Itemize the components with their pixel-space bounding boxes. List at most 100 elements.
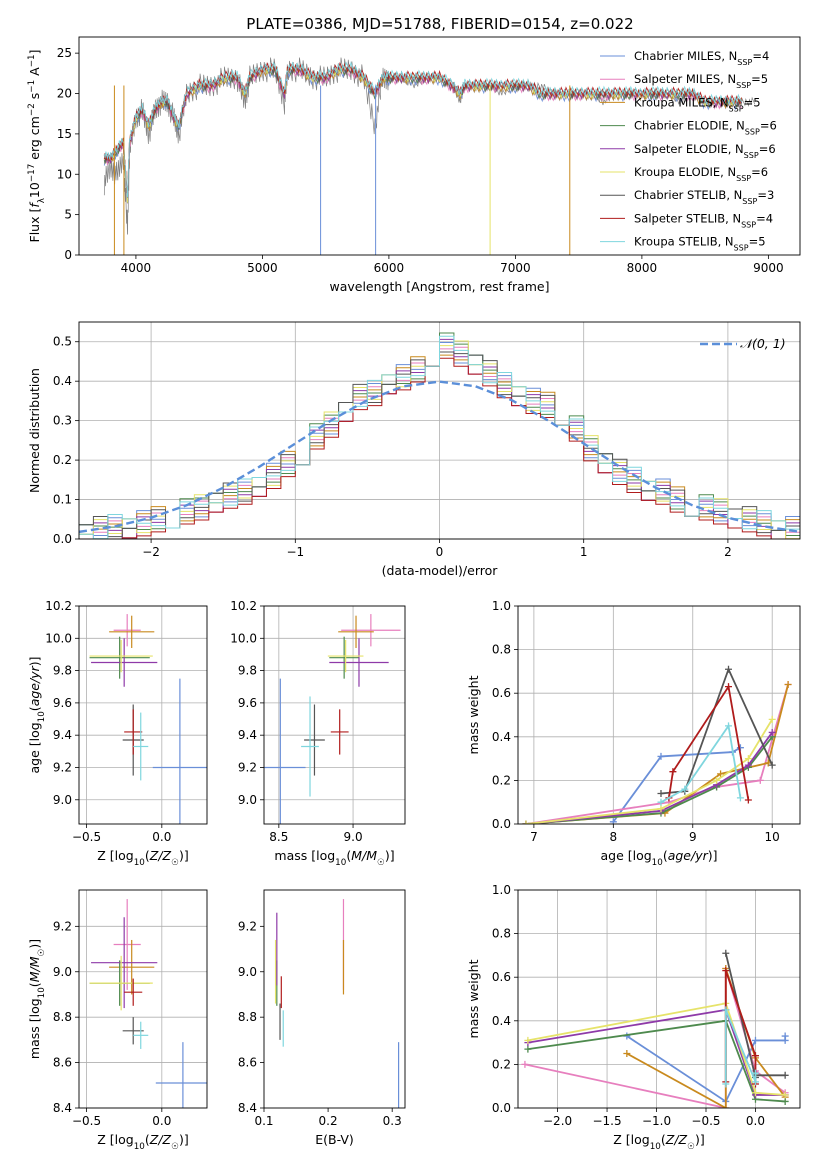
axes-frame [517, 889, 801, 1109]
weight-marker [781, 1091, 789, 1099]
weight-marker [717, 770, 725, 778]
weight-marker [722, 1104, 730, 1108]
y-tick-label: 9.6 [238, 696, 257, 710]
x-tick-label: −1.0 [642, 1114, 671, 1128]
x-axis-label: E(B-V) [315, 1132, 354, 1147]
x-tick-label: 2 [724, 545, 732, 559]
mass-weight-vs-age-plot [522, 665, 792, 824]
mass-vs-Z-panel: −0.5 0.0 8.4 8.6 8.8 9.0 9.2 Z [log10(Z/Z☉)] mas… [27, 889, 208, 1152]
weight-marker [751, 1078, 759, 1086]
residuals-panel: −2 −1 0 1 2 0.0 0.1 0.2 0.3 0.4 0.5 (data-model)/er… [27, 321, 801, 578]
residual-histogram [79, 335, 800, 539]
y-tick-label: 9.8 [238, 664, 257, 678]
y-tick-label: 0.2 [492, 1057, 511, 1071]
weight-marker [657, 752, 665, 760]
x-tick-label: −0.5 [691, 1114, 720, 1128]
x-tick-label: 8.5 [269, 830, 288, 844]
legend-label: Chabrier STELIB, NSSP=3 [634, 188, 774, 206]
y-tick-label: 9.6 [53, 696, 72, 710]
y-tick-label: 9.0 [53, 965, 72, 979]
y-tick-label: 9.2 [53, 760, 72, 774]
y-axis-label: mass [log10(M/M☉)] [27, 939, 47, 1059]
y-axis-label: mass weight [466, 675, 481, 754]
x-axis-label: Z [log10(Z/Z☉)] [97, 848, 188, 868]
x-axis-label: Z [log10(Z/Z☉)] [97, 1132, 188, 1152]
y-tick-label: 9.2 [53, 919, 72, 933]
weight-marker [781, 1071, 789, 1079]
weight-marker [609, 818, 617, 824]
weight-marker [736, 794, 744, 802]
y-tick-label: 15 [57, 127, 72, 141]
y-axis-label: Normed distribution [27, 368, 42, 493]
legend-label: Salpeter MILES, NSSP=5 [634, 72, 768, 90]
mass-weight-vs-Z-plot [521, 949, 789, 1108]
y-tick-label: 9.0 [238, 793, 257, 807]
weight-marker [751, 1052, 759, 1060]
y-tick-label: 10.0 [45, 631, 72, 645]
y-tick-label: 10.0 [230, 631, 257, 645]
x-axis-label: Z [log10(Z/Z☉)] [613, 1132, 704, 1152]
weight-marker [524, 1045, 532, 1053]
y-tick-label: 9.4 [53, 728, 72, 742]
y-axis-label: age [log10(age/yr)] [27, 656, 47, 773]
x-tick-label: 8000 [627, 261, 658, 275]
x-tick-label: 6000 [374, 261, 405, 275]
y-tick-label: 9.8 [53, 664, 72, 678]
x-axis-label: mass [log10(M/M☉)] [274, 848, 394, 868]
spectrum-plot [103, 57, 756, 255]
weight-marker [751, 1089, 759, 1097]
weight-marker [768, 761, 776, 769]
y-tick-label: 0.4 [53, 374, 72, 388]
weight-marker [522, 820, 530, 824]
weight-marker [725, 665, 733, 673]
x-tick-label: 0.0 [152, 830, 171, 844]
age-vs-mass-plot [264, 614, 401, 824]
y-tick-label: 0.1 [53, 493, 72, 507]
x-axis-label: wavelength [Angstrom, rest frame] [329, 279, 549, 294]
x-tick-label: 9000 [753, 261, 784, 275]
weight-marker [725, 683, 733, 691]
y-tick-label: 8.8 [238, 1010, 257, 1024]
y-tick-label: 8.8 [53, 1010, 72, 1024]
weight-line [660, 666, 774, 795]
x-tick-label: −0.5 [72, 830, 101, 844]
weight-marker [657, 805, 665, 813]
residuals-plot [79, 332, 800, 539]
figure-title: PLATE=0386, MJD=51788, FIBERID=0154, z=0… [246, 15, 633, 33]
age-vs-Z-plot [89, 614, 207, 824]
y-tick-label: 9.2 [238, 760, 257, 774]
axes-frame [78, 605, 208, 825]
axes-frame [78, 889, 208, 1109]
weight-marker [521, 1060, 529, 1068]
mass-weight-vs-Z-panel: −2.0 −1.5 −1.0 −0.5 0.0 0.0 0.2 0.4 0.6 0.8 1.0 Z [… [466, 883, 801, 1152]
y-tick-label: 0.0 [492, 1101, 511, 1115]
weight-line [724, 1009, 757, 1085]
weight-marker [744, 796, 752, 804]
weight-marker [669, 768, 677, 776]
y-tick-label: 0.3 [53, 414, 72, 428]
weight-marker [722, 949, 730, 957]
axes-frame [78, 321, 801, 540]
y-tick-label: 0.8 [492, 927, 511, 941]
y-tick-label: 20 [57, 87, 72, 101]
y-tick-label: 10 [57, 167, 72, 181]
y-tick-label: 1.0 [492, 599, 511, 613]
legend-label: Kroupa STELIB, NSSP=5 [634, 235, 766, 253]
y-tick-label: 0.4 [492, 730, 511, 744]
axes-frame [263, 889, 406, 1109]
x-tick-label: −2 [142, 545, 160, 559]
x-tick-label: 9.0 [344, 830, 363, 844]
x-tick-label: −1 [286, 545, 304, 559]
x-tick-label: 5000 [247, 261, 278, 275]
age-vs-Z-panel: −0.5 0.0 9.0 9.2 9.4 9.6 9.8 10.0 10.2 Z [log10(Z… [27, 599, 208, 868]
x-tick-label: −1.5 [592, 1114, 621, 1128]
legend-label: Salpeter ELODIE, NSSP=6 [634, 142, 776, 160]
x-tick-label: 4000 [121, 261, 152, 275]
x-tick-label: 0.1 [254, 1114, 273, 1128]
x-tick-label: 0 [436, 545, 444, 559]
y-axis-label: Flux [fλ10−17 erg cm−2 s−1 A−1] [27, 50, 47, 243]
y-tick-label: 0.2 [53, 453, 72, 467]
y-tick-label: 0.5 [53, 335, 72, 349]
y-tick-label: 0.6 [492, 686, 511, 700]
